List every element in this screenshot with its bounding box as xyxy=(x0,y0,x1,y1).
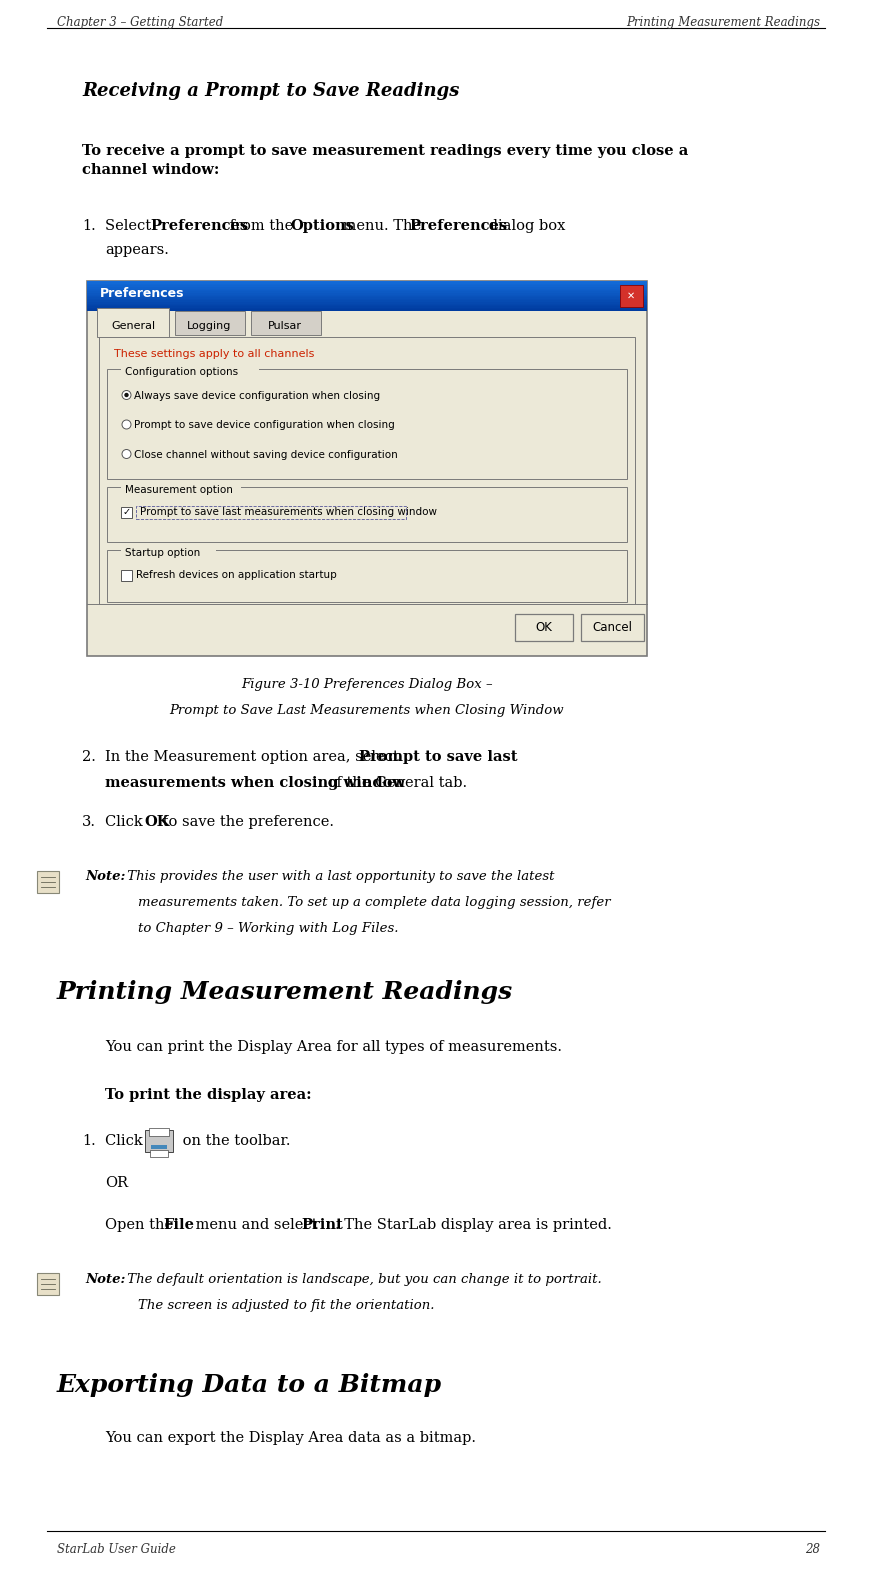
Text: Printing Measurement Readings: Printing Measurement Readings xyxy=(626,16,820,28)
Text: 28: 28 xyxy=(805,1543,820,1555)
Text: Chapter 3 – Getting Started: Chapter 3 – Getting Started xyxy=(57,16,223,28)
Text: Printing Measurement Readings: Printing Measurement Readings xyxy=(57,980,514,1004)
Text: Figure 3-10 Preferences Dialog Box –: Figure 3-10 Preferences Dialog Box – xyxy=(242,679,493,691)
Text: Prompt to save device configuration when closing: Prompt to save device configuration when… xyxy=(134,421,395,430)
Bar xyxy=(107,487,627,542)
Bar xyxy=(107,550,627,602)
Circle shape xyxy=(124,393,129,397)
Text: 1.: 1. xyxy=(82,218,96,233)
Text: to Chapter 9 – Working with Log Files.: to Chapter 9 – Working with Log Files. xyxy=(138,922,399,935)
Text: Preferences: Preferences xyxy=(150,218,249,233)
Text: In the Measurement option area, select: In the Measurement option area, select xyxy=(105,749,403,764)
Text: General: General xyxy=(111,320,155,331)
Bar xyxy=(37,870,59,892)
Text: Click: Click xyxy=(105,815,148,829)
Text: from the: from the xyxy=(225,218,298,233)
Text: File: File xyxy=(163,1218,195,1232)
Text: to save the preference.: to save the preference. xyxy=(157,815,334,829)
Bar xyxy=(150,1150,168,1156)
Bar xyxy=(107,369,627,479)
Circle shape xyxy=(122,391,131,399)
Bar xyxy=(175,311,245,335)
Text: menu. The: menu. The xyxy=(338,218,426,233)
Text: 2.: 2. xyxy=(82,749,96,764)
Text: 1.: 1. xyxy=(82,1134,96,1148)
Text: OK: OK xyxy=(535,621,553,635)
Text: on the toolbar.: on the toolbar. xyxy=(178,1134,290,1148)
Text: ✕: ✕ xyxy=(627,291,635,302)
Text: menu and select: menu and select xyxy=(190,1218,322,1232)
Text: Pulsar: Pulsar xyxy=(268,320,302,331)
Text: 3.: 3. xyxy=(82,815,96,829)
Text: You can export the Display Area data as a bitmap.: You can export the Display Area data as … xyxy=(105,1431,476,1445)
Bar xyxy=(620,284,643,306)
Text: Configuration options: Configuration options xyxy=(125,368,238,377)
Bar xyxy=(121,507,132,518)
Text: Logging: Logging xyxy=(187,320,231,331)
Bar xyxy=(87,281,647,657)
Bar xyxy=(99,338,635,603)
Text: Measurement option: Measurement option xyxy=(125,485,233,495)
Text: Note:: Note: xyxy=(85,1273,125,1287)
Text: Close channel without saving device configuration: Close channel without saving device conf… xyxy=(134,449,398,460)
Bar xyxy=(515,614,573,641)
Text: This provides the user with a last opportunity to save the latest: This provides the user with a last oppor… xyxy=(123,870,554,883)
Bar xyxy=(121,481,241,493)
Bar xyxy=(121,544,216,556)
Text: measurements when closing window: measurements when closing window xyxy=(105,776,405,790)
Text: Cancel: Cancel xyxy=(593,621,633,635)
Text: . The StarLab display area is printed.: . The StarLab display area is printed. xyxy=(335,1218,612,1232)
Text: appears.: appears. xyxy=(105,244,169,258)
Text: Print: Print xyxy=(302,1218,343,1232)
Bar xyxy=(97,308,169,338)
Bar xyxy=(121,570,132,581)
Text: Exporting Data to a Bitmap: Exporting Data to a Bitmap xyxy=(57,1373,442,1397)
Bar xyxy=(145,1130,173,1152)
Text: Prompt to save last measurements when closing window: Prompt to save last measurements when cl… xyxy=(140,507,437,517)
Text: Always save device configuration when closing: Always save device configuration when cl… xyxy=(134,391,380,401)
Circle shape xyxy=(122,449,131,459)
Text: of the General tab.: of the General tab. xyxy=(322,776,467,790)
Text: Note:: Note: xyxy=(85,870,125,883)
Text: Select: Select xyxy=(105,218,156,233)
Text: Prompt to save last: Prompt to save last xyxy=(359,749,517,764)
Text: dialog box: dialog box xyxy=(484,218,566,233)
Text: Prompt to Save Last Measurements when Closing Window: Prompt to Save Last Measurements when Cl… xyxy=(169,704,564,716)
Bar xyxy=(151,1145,167,1148)
Bar xyxy=(37,1273,59,1295)
Text: Open the: Open the xyxy=(105,1218,178,1232)
Bar xyxy=(149,1128,169,1136)
Text: measurements taken. To set up a complete data logging session, refer: measurements taken. To set up a complete… xyxy=(138,895,611,910)
Text: These settings apply to all channels: These settings apply to all channels xyxy=(114,349,315,360)
Text: Receiving a Prompt to Save Readings: Receiving a Prompt to Save Readings xyxy=(82,82,460,101)
Bar xyxy=(121,361,259,375)
Text: The screen is adjusted to fit the orientation.: The screen is adjusted to fit the orient… xyxy=(138,1299,434,1312)
Text: OR: OR xyxy=(105,1177,128,1189)
Text: Preferences: Preferences xyxy=(409,218,507,233)
Text: The default orientation is landscape, but you can change it to portrait.: The default orientation is landscape, bu… xyxy=(123,1273,601,1287)
Circle shape xyxy=(122,419,131,429)
Text: Click: Click xyxy=(105,1134,148,1148)
Text: Preferences: Preferences xyxy=(100,287,184,300)
Text: To print the display area:: To print the display area: xyxy=(105,1089,312,1101)
Text: You can print the Display Area for all types of measurements.: You can print the Display Area for all t… xyxy=(105,1040,562,1054)
Bar xyxy=(581,614,644,641)
Bar xyxy=(251,311,321,335)
Bar xyxy=(136,506,406,520)
Text: Refresh devices on application startup: Refresh devices on application startup xyxy=(136,570,337,581)
Text: OK: OK xyxy=(144,815,169,829)
Text: ✓: ✓ xyxy=(123,507,130,517)
Text: To receive a prompt to save measurement readings every time you close a
channel : To receive a prompt to save measurement … xyxy=(82,145,688,178)
Text: StarLab User Guide: StarLab User Guide xyxy=(57,1543,176,1555)
Text: Startup option: Startup option xyxy=(125,548,200,558)
Text: Options: Options xyxy=(290,218,355,233)
